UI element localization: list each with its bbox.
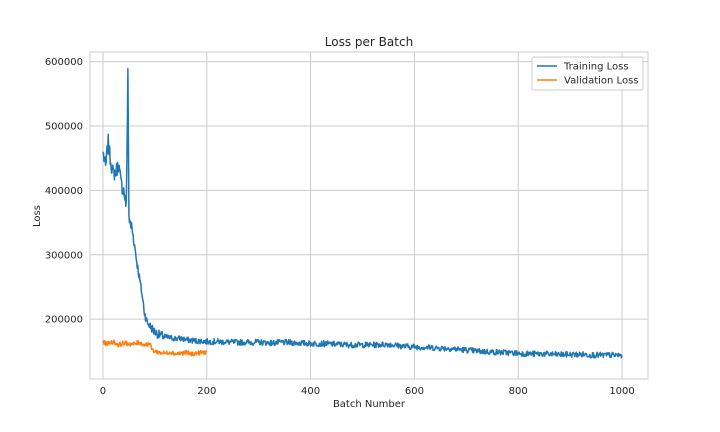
x-tick-label: 600	[405, 386, 424, 397]
legend: Training Loss Validation Loss	[531, 56, 644, 91]
y-tick-label: 400000	[45, 186, 83, 197]
legend-label-validation: Validation Loss	[564, 76, 639, 87]
y-axis-title: Loss	[32, 205, 43, 227]
x-tick-label: 400	[301, 386, 320, 397]
x-tick-label: 800	[509, 386, 528, 397]
series-layer	[102, 67, 623, 359]
grid	[90, 52, 648, 379]
legend-box	[531, 56, 644, 91]
training-loss-line	[102, 67, 623, 359]
x-tick-label: 1000	[609, 386, 634, 397]
y-tick-label: 200000	[45, 315, 83, 326]
y-tick-label: 300000	[45, 250, 83, 261]
y-tick-label: 600000	[45, 57, 83, 68]
x-axis-title: Batch Number	[333, 399, 406, 410]
y-tick-labels: 200000 300000 400000 500000 600000	[45, 57, 83, 325]
x-tick-label: 0	[100, 386, 106, 397]
x-tick-label: 200	[197, 386, 216, 397]
plot-frame	[89, 51, 649, 380]
plot-area	[90, 52, 648, 379]
y-tick-label: 500000	[45, 122, 83, 133]
x-tick-labels: 0 200 400 600 800 1000	[100, 386, 635, 397]
validation-loss-line	[102, 339, 208, 357]
legend-label-training: Training Loss	[563, 62, 629, 73]
chart-title: Loss per Batch	[325, 35, 413, 49]
